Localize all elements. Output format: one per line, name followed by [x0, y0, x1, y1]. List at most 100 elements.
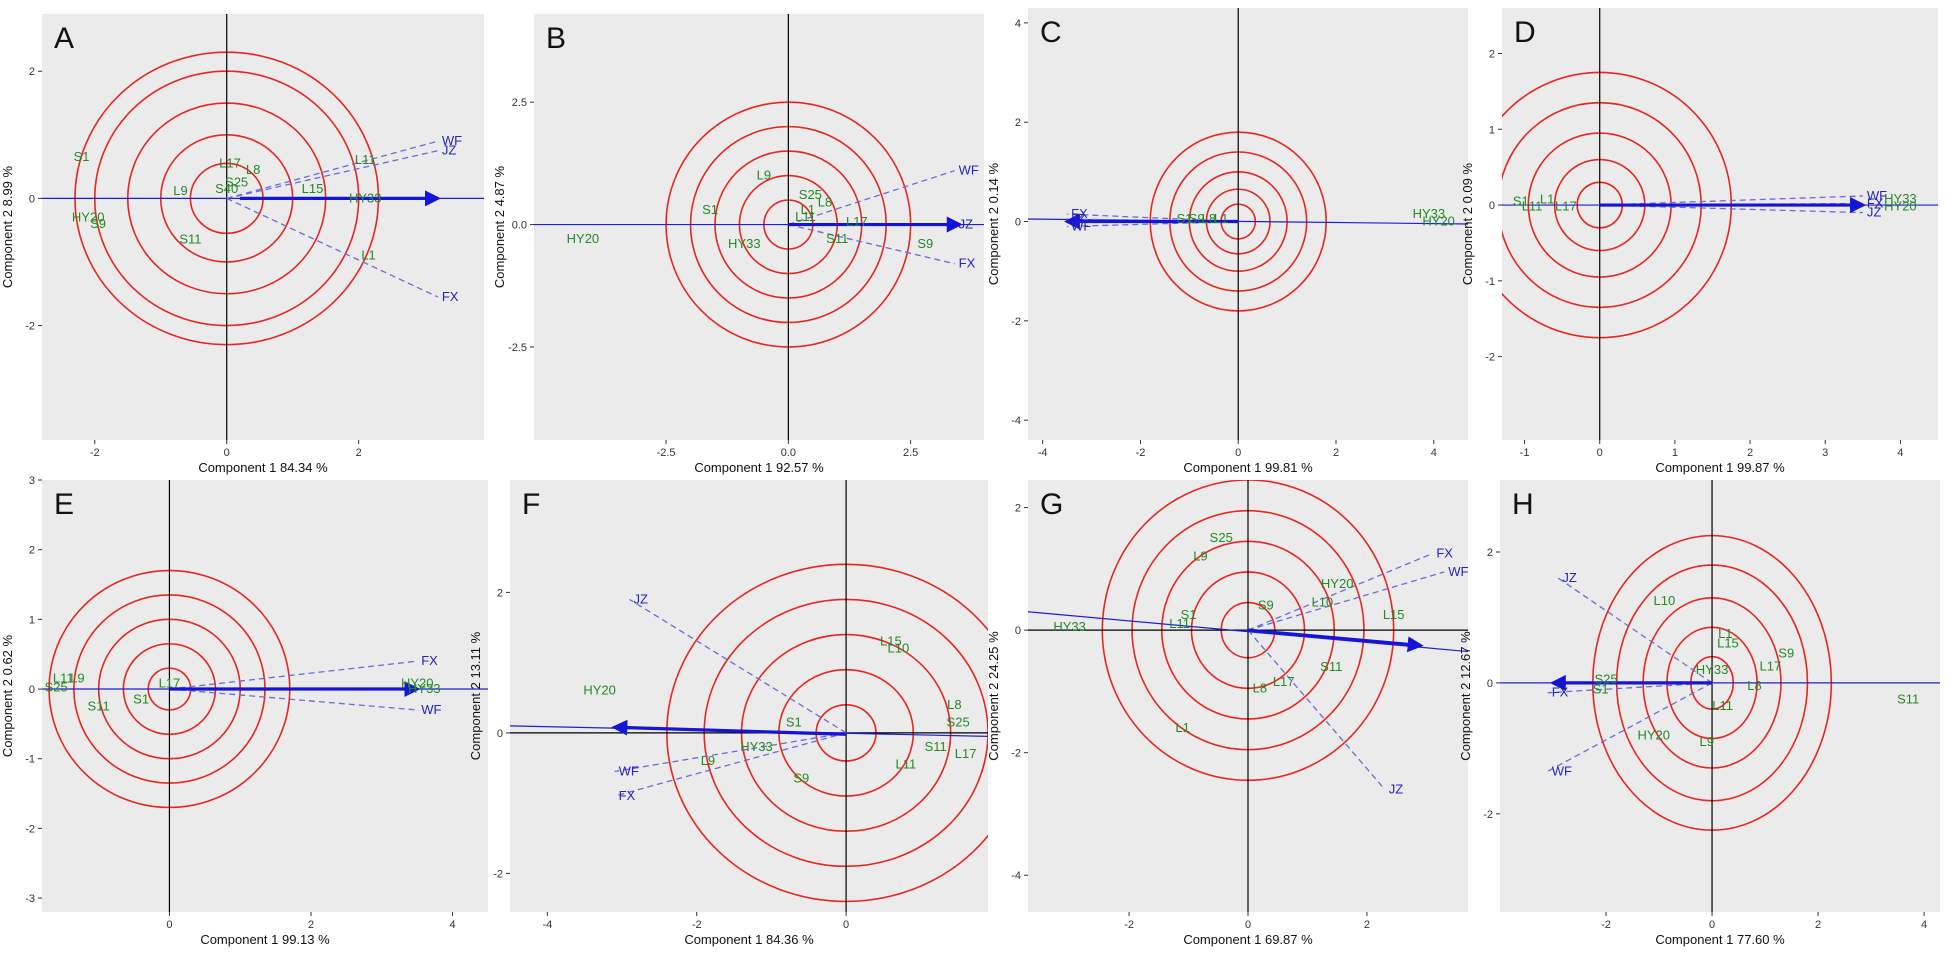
y-tick-label: 2	[29, 545, 35, 557]
y-tick-label: 2	[1015, 117, 1021, 129]
y-tick-label: 2	[1489, 48, 1495, 60]
x-tick-label: 2	[1815, 919, 1821, 931]
genotype-label: L11	[795, 209, 816, 224]
y-axis-title: Component 2 0.62 %	[0, 634, 15, 757]
genotype-label: L8	[818, 195, 832, 210]
genotype-label: S11	[179, 232, 201, 247]
genotype-label: S40	[215, 181, 238, 196]
environment-label: FX	[442, 289, 459, 304]
genotype-label: L15	[302, 181, 324, 196]
y-tick-label: 0	[1015, 217, 1021, 229]
genotype-label: L11	[355, 152, 376, 167]
genotype-label: S1	[786, 714, 802, 729]
x-tick-label: 3	[1822, 447, 1828, 459]
genotype-label: L9	[757, 168, 771, 183]
plot-background	[534, 14, 984, 440]
y-tick-label: 0.0	[512, 220, 527, 232]
genotype-label: L10	[888, 641, 910, 656]
genotype-label: L11	[1169, 616, 1190, 631]
x-tick-label: -2	[90, 447, 100, 459]
genotype-label: HY33	[1696, 662, 1729, 677]
x-tick-label: 0	[224, 447, 230, 459]
genotype-label: HY20	[1637, 727, 1670, 742]
genotype-label: HY33	[408, 681, 441, 696]
genotype-label: HY33	[1053, 619, 1086, 634]
panel-letter: C	[1040, 16, 1062, 49]
genotype-label: S1	[1513, 193, 1529, 208]
genotype-label: L8	[1202, 211, 1216, 226]
genotype-label: L15	[880, 634, 902, 649]
genotype-label: S11	[1320, 659, 1342, 674]
y-tick-label: 0	[29, 684, 35, 696]
y-tick-label: -2	[1011, 316, 1021, 328]
genotype-label: L10	[1311, 595, 1333, 610]
y-tick-label: 0	[1489, 200, 1495, 212]
y-tick-label: 2	[29, 66, 35, 78]
genotype-label: S25	[45, 680, 68, 695]
x-tick-label: -2.5	[657, 447, 676, 459]
y-tick-label: 4	[1015, 18, 1021, 30]
genotype-label: S11	[1897, 691, 1919, 706]
y-tick-label: 0	[497, 728, 503, 740]
panel-letter: F	[522, 488, 540, 521]
y-tick-label: 1	[29, 614, 35, 626]
genotype-label: L17	[955, 746, 977, 761]
y-tick-label: -2	[1011, 748, 1021, 760]
environment-vector	[788, 170, 955, 226]
environment-label: JZ	[1867, 205, 1882, 220]
genotype-label: S1	[702, 202, 718, 217]
x-axis-title: Component 1 99.13 %	[200, 932, 330, 947]
genotype-label: HY20	[567, 231, 600, 246]
average-environment-arrow	[1247, 628, 1424, 653]
environment-vector	[614, 732, 847, 773]
y-tick-label: -4	[1011, 415, 1021, 427]
environment-vector	[1067, 220, 1239, 228]
x-axis-title: Component 1 99.81 %	[1183, 460, 1313, 475]
genotype-label: S25	[225, 174, 248, 189]
genotype-label: S25	[1210, 530, 1233, 545]
panel-letter: G	[1040, 488, 1063, 521]
y-tick-label: -2	[1483, 809, 1493, 821]
genotype-label: HY20	[1884, 199, 1917, 214]
genotype-label: L17	[846, 214, 868, 229]
y-tick-label: -1	[25, 754, 35, 766]
environment-label: FX	[619, 788, 636, 803]
x-tick-label: 1	[1672, 447, 1678, 459]
genotype-label: S9	[1778, 645, 1794, 660]
y-tick-label: -2	[493, 868, 503, 880]
environment-label: WF	[959, 163, 979, 178]
y-tick-label: 3	[29, 475, 35, 487]
x-tick-label: 4	[1431, 447, 1437, 459]
x-tick-label: 2.5	[903, 447, 918, 459]
x-tick-label: 2	[1364, 919, 1370, 931]
environment-vector	[169, 688, 418, 711]
x-tick-label: 0	[1597, 447, 1603, 459]
x-tick-label: 4	[1921, 919, 1927, 931]
y-axis-title: Component 2 13.11 %	[468, 631, 483, 760]
x-tick-label: 4	[1897, 447, 1903, 459]
genotype-label: L8	[246, 162, 260, 177]
genotype-label: S25	[1594, 672, 1617, 687]
genotype-label: L11	[895, 756, 916, 771]
x-tick-label: -2	[1124, 919, 1134, 931]
genotype-label: L1	[1718, 626, 1732, 641]
genotype-label: S1	[1593, 681, 1609, 696]
plot-background	[1500, 480, 1940, 912]
y-tick-label: -2	[1485, 352, 1495, 364]
y-tick-label: -1	[1485, 276, 1495, 288]
average-environment-axis	[1028, 218, 1468, 225]
x-axis-title: Component 1 99.87 %	[1655, 460, 1785, 475]
environment-label: JZ	[1562, 570, 1577, 585]
environment-vector	[788, 223, 955, 265]
